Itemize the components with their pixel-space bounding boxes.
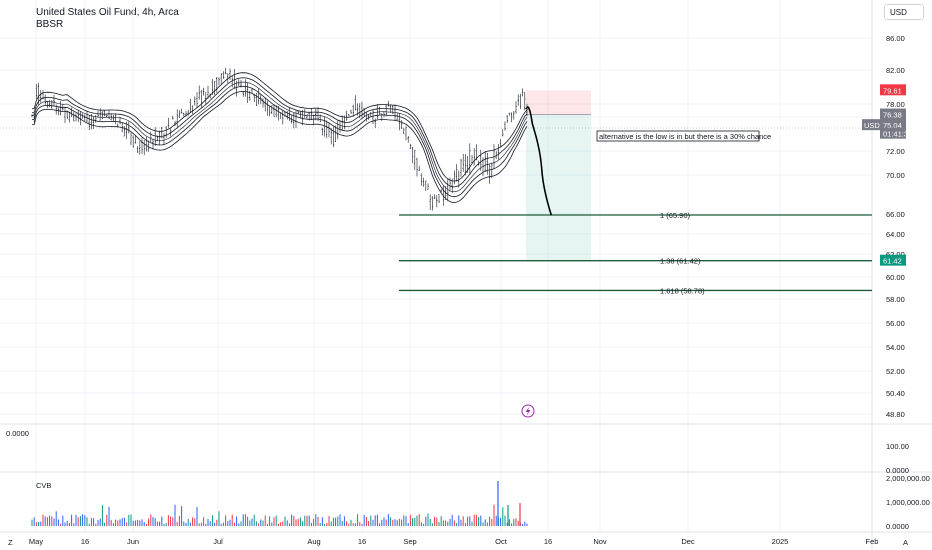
currency-button[interactable]: USD [884,4,924,20]
timezone-icon[interactable]: Z [8,538,13,547]
price-tick: 48.80 [886,410,905,419]
time-tick: Dec [681,537,695,546]
time-tick: Jul [213,537,223,546]
price-tick: 58.00 [886,295,905,304]
price-tag [880,108,906,120]
volume-tick: 1,000,000.00 [886,498,930,507]
stop-zone [526,90,591,115]
band-line [32,77,528,188]
price-tag-text: 61.42 [883,257,902,266]
price-tick: 86.00 [886,34,905,43]
osc-tick: 0.0000 [886,466,909,475]
time-tick: Aug [307,537,320,546]
price-tick: 70.00 [886,171,905,180]
chart-title: United States Oil Fund, 4h, Arca [36,7,179,18]
time-tick: Jun [127,537,139,546]
time-tick: May [29,537,43,546]
time-tick: 16 [544,537,552,546]
price-tick: 82.00 [886,66,905,75]
projection-path[interactable] [525,106,553,216]
time-tick: Feb [866,537,879,546]
time-tick: 16 [358,537,366,546]
price-tick: 78.00 [886,100,905,109]
bollinger-bands [32,72,528,203]
price-tick: 72.00 [886,147,905,156]
volume-tick: 2,000,000.00 [886,474,930,483]
fib-level-label: 1 (65.90) [660,211,691,220]
price-tag-text: 01:41:34 [883,130,912,139]
usd-tag [862,119,880,131]
price-tag [880,254,906,266]
cvb-label[interactable]: CVB [36,481,51,490]
short-position-tool[interactable] [526,90,591,261]
candles [31,67,528,211]
indicator-label[interactable]: BBSR [36,19,64,30]
band-line [32,72,528,182]
time-axis[interactable]: May 16 Jun Jul Aug 16 Sep Oct 16 Nov Dec 2025 Feb [29,537,879,546]
price-tag [880,127,906,139]
price-tick: 56.00 [886,319,905,328]
time-tick: Sep [403,537,416,546]
price-tick: 66.00 [886,210,905,219]
price-tag [880,84,906,96]
band-line [32,90,528,203]
annotation-box[interactable]: alternative is the low is in but there i… [596,130,771,142]
volume-tick: 0.0000 [886,522,909,531]
annotation-text: alternative is the low is in but there i… [599,132,771,141]
osc-value: 0.0000 [6,429,29,438]
time-tick: Oct [495,537,508,546]
time-tick: Nov [593,537,607,546]
fib-extension[interactable]: 1 (65.90) 1.38 (61.42) 1.618 (58.78) [399,211,872,295]
price-tick: 62.00 [886,250,905,259]
price-tick: 64.00 [886,230,905,239]
price-tick: 52.00 [886,367,905,376]
band-line [32,85,528,198]
lightning-icon[interactable] [521,404,535,418]
grid [0,0,873,532]
price-tag-text: 79.61 [883,86,902,95]
price-tag-text: 76.38 [883,111,902,120]
fib-level-label: 1.38 (61.42) [660,257,701,266]
price-tick: 60.00 [886,273,905,282]
band-line [32,81,528,193]
fib-level-label: 1.618 (58.78) [660,286,705,295]
price-tick: 54.00 [886,343,905,352]
price-tag [880,119,906,131]
usd-tag-text: USD [864,121,880,130]
price-axis[interactable]: 86.0082.0078.0076.0072.0070.0066.0064.00… [886,34,930,531]
price-tag-text: 75.04 [883,121,902,130]
auto-scale-button[interactable]: A [903,538,908,547]
time-tick: 2025 [772,537,789,546]
time-tick: 16 [81,537,89,546]
price-tick: 50.40 [886,389,905,398]
osc-tick: 100.00 [886,442,909,451]
volume-bars [31,481,528,526]
